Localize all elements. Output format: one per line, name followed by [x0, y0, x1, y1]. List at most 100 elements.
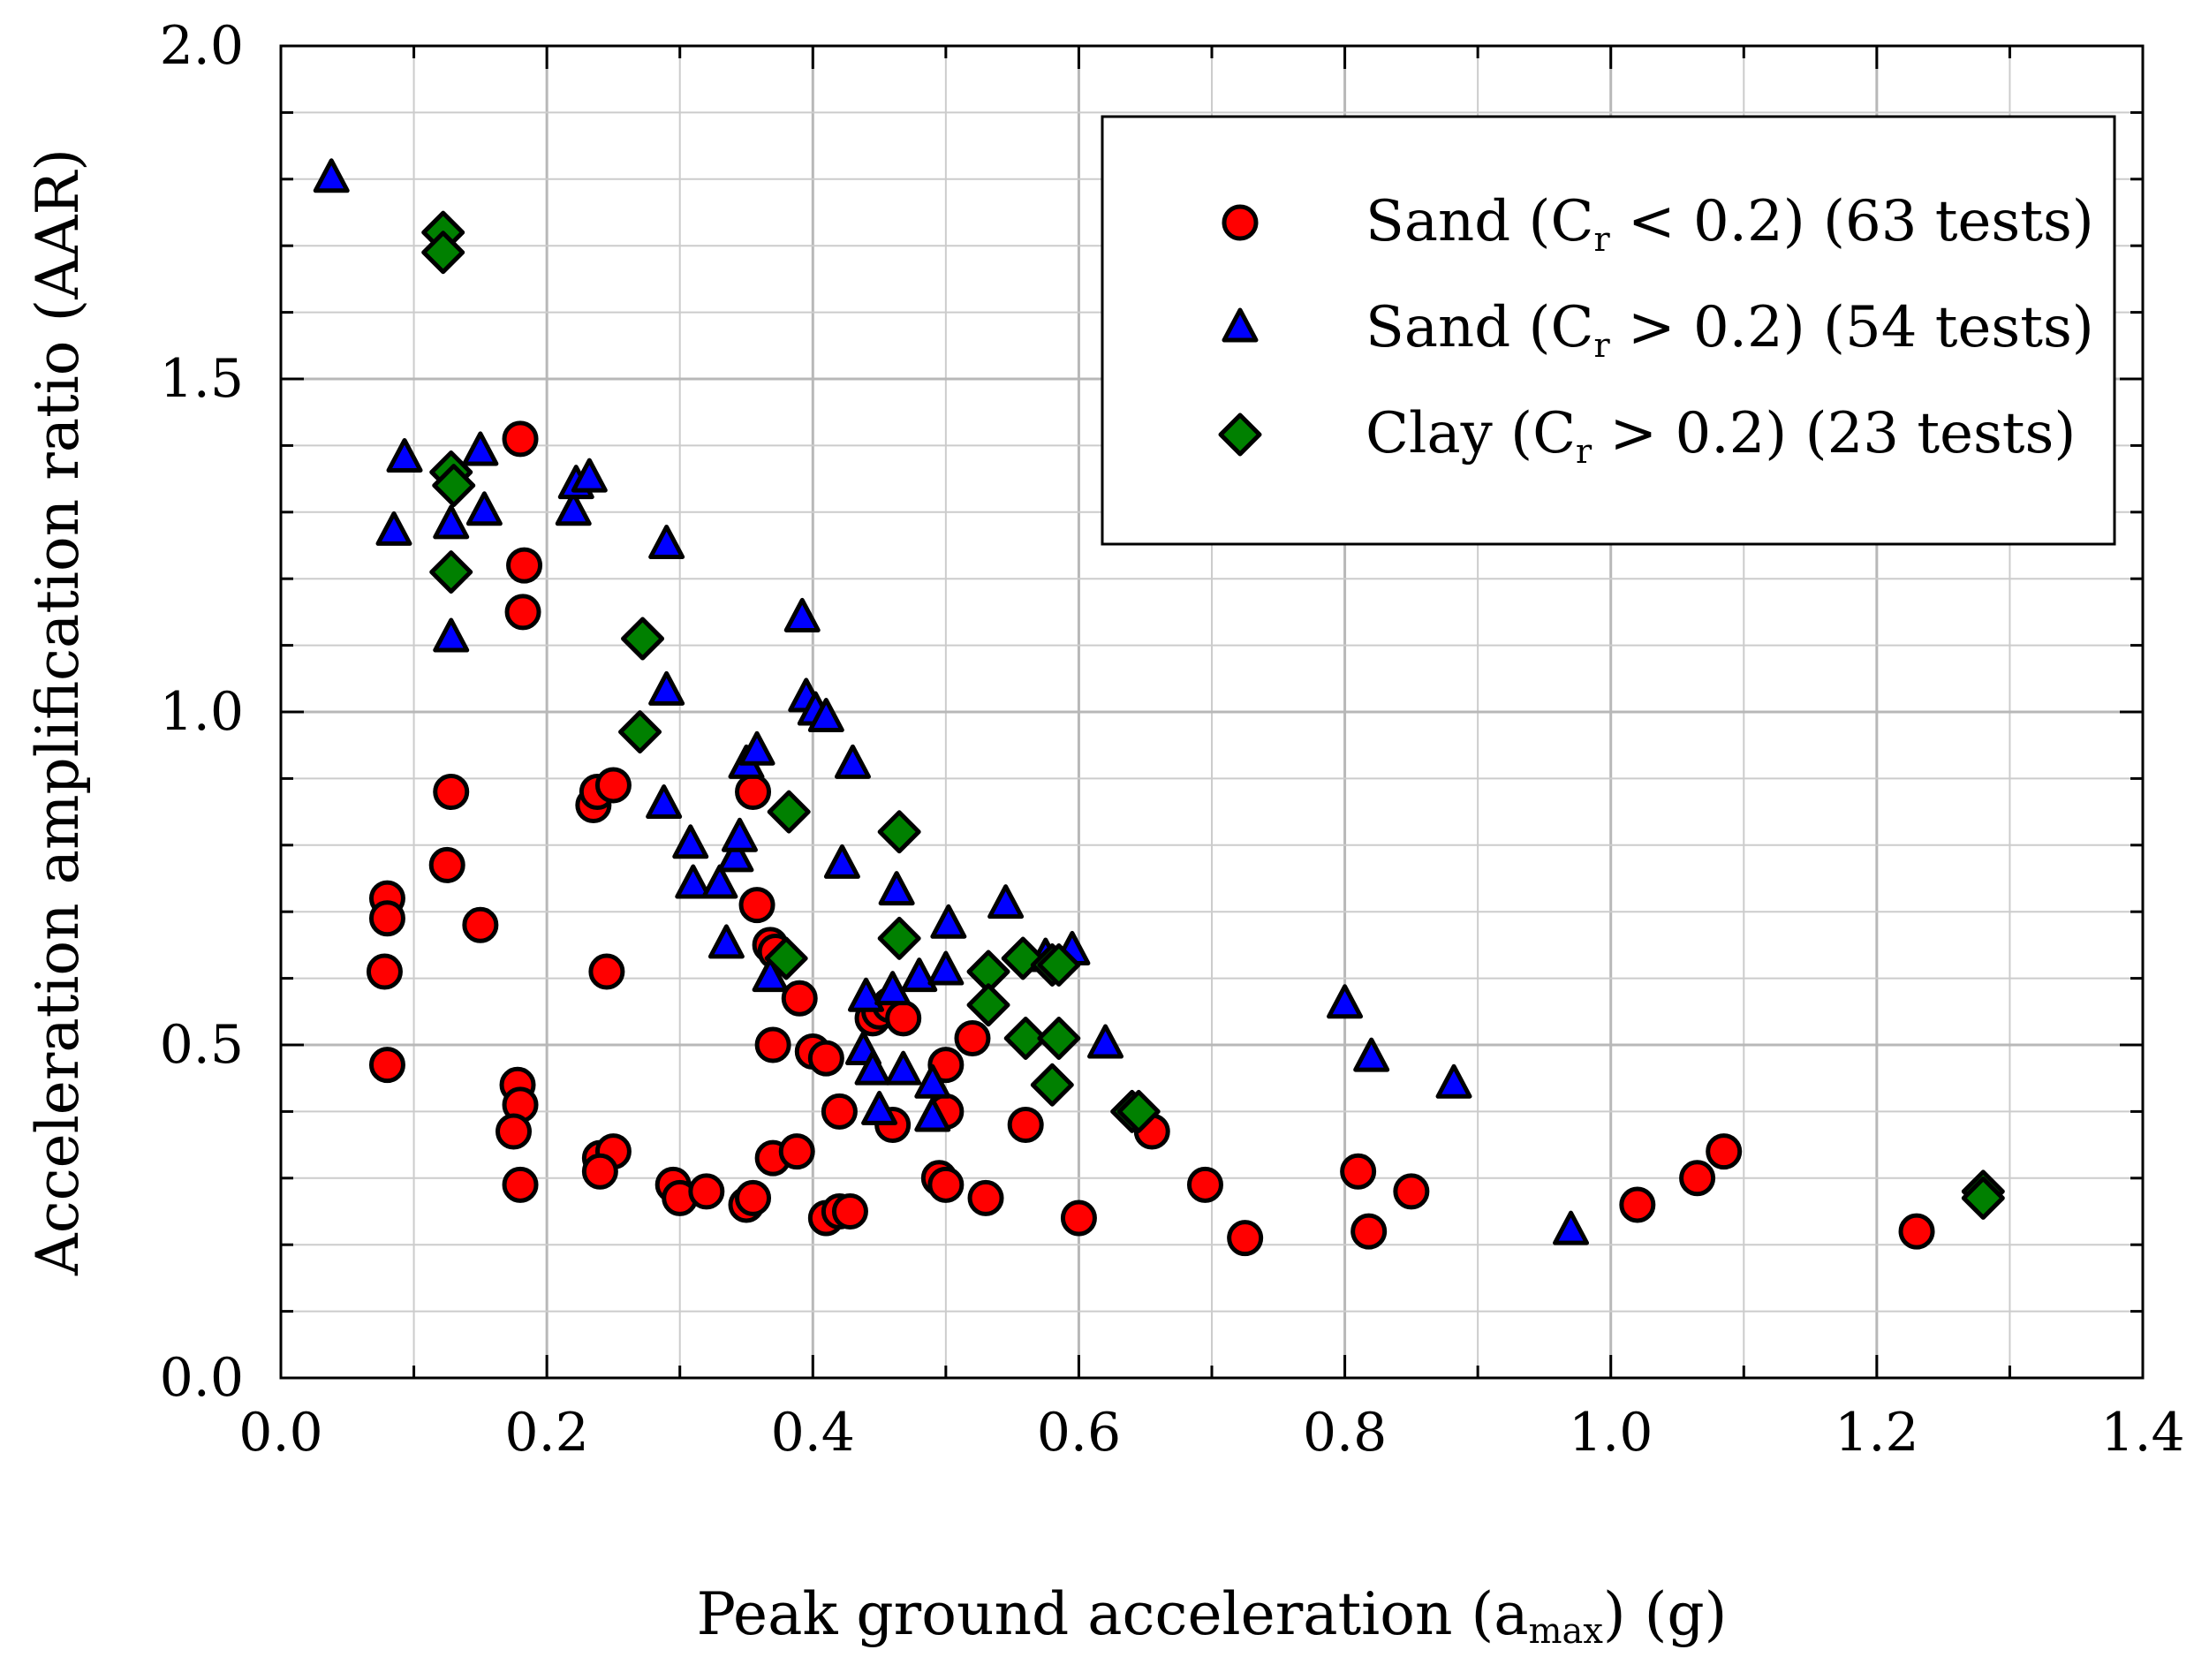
sand-high-cr-point: [462, 431, 499, 466]
clay-high-cr-point: [621, 617, 665, 661]
sand-high-cr-point: [555, 491, 592, 526]
sand-high-cr-point: [823, 844, 860, 879]
legend-marker: [1218, 412, 1262, 457]
x-tick-label: 0.8: [1303, 1402, 1387, 1464]
sand-low-cr-point: [831, 1193, 868, 1230]
sand-low-cr-point: [754, 1026, 791, 1063]
legend: Sand (Cr < 0.2) (63 tests) Sand (Cr > 0.2…: [1101, 115, 2116, 546]
sand-high-cr-point: [878, 871, 915, 906]
sand-high-cr-point: [930, 904, 967, 939]
sand-low-cr-point: [954, 1019, 991, 1056]
sand-high-cr-point: [672, 824, 709, 859]
clay-high-cr-point: [764, 936, 808, 980]
sand-high-cr-point: [646, 784, 683, 820]
sand-low-cr-point: [1007, 1106, 1044, 1143]
x-tick-label: 1.2: [1835, 1402, 1918, 1464]
sand-low-cr-point: [688, 1173, 725, 1210]
sand-low-cr-point: [428, 846, 465, 883]
x-tick-label: 1.4: [2100, 1402, 2184, 1464]
sand-low-cr-point: [506, 547, 543, 584]
sand-high-cr-point: [386, 437, 423, 473]
sand-low-cr-point: [927, 1166, 965, 1203]
sand-low-cr-point: [433, 773, 470, 810]
sand-high-cr-point: [987, 884, 1025, 919]
sand-high-cr-point: [1353, 1037, 1390, 1072]
x-axis-title: Peak ground acceleration (amax) (g): [697, 1580, 1728, 1652]
clay-high-cr-point: [1037, 943, 1081, 988]
sand-high-cr-point: [717, 837, 754, 873]
x-axis-title-main: Peak ground acceleration (a: [697, 1580, 1529, 1648]
x-tick-label: 1.0: [1569, 1402, 1653, 1464]
sand-low-cr-point: [462, 906, 499, 943]
clay-high-cr-point: [966, 983, 1010, 1027]
sand-high-cr-point: [433, 504, 470, 540]
sand-low-cr-point: [504, 594, 541, 631]
data-points: [313, 158, 2005, 1257]
clay-high-cr-point: [1037, 1016, 1081, 1060]
sand-high-cr-point: [807, 698, 844, 733]
y-axis-title: Acceleration amplification ratio (AAR): [24, 148, 92, 1276]
legend-entry-sand-high-cr: Sand (Cr > 0.2) (54 tests): [1222, 295, 2094, 365]
series-1: [366, 420, 1935, 1257]
legend-entry-clay-high-cr: Clay (Cr > 0.2) (23 tests): [1218, 401, 2076, 471]
clay-high-cr-point: [767, 790, 811, 834]
sand-high-cr-point: [648, 670, 685, 706]
sand-low-cr-point: [735, 1179, 772, 1216]
sand-low-cr-point: [502, 420, 539, 458]
clay-high-cr-point: [877, 810, 921, 854]
legend-marker: [1222, 307, 1259, 343]
legend-label: Sand (Cr > 0.2) (54 tests): [1366, 295, 2094, 365]
sand-low-cr-point: [594, 767, 632, 804]
x-axis-title-subscript: max: [1529, 1611, 1604, 1652]
y-tick-label: 2.0: [160, 15, 244, 77]
y-tick-label: 1.0: [160, 681, 244, 743]
sand-high-cr-point: [648, 525, 685, 559]
sand-high-cr-point: [738, 730, 775, 766]
sand-high-cr-point: [465, 491, 503, 526]
clay-high-cr-point: [877, 916, 921, 960]
sand-low-cr-point: [735, 773, 772, 810]
sand-low-cr-point: [366, 953, 403, 990]
series-3: [421, 210, 2005, 1220]
sand-high-cr-point: [752, 957, 789, 993]
sand-high-cr-point: [914, 1063, 951, 1099]
sand-low-cr-point: [738, 887, 775, 924]
sand-high-cr-point: [1327, 984, 1364, 1019]
sand-low-cr-point: [502, 1166, 539, 1203]
sand-low-cr-point: [1393, 1173, 1430, 1210]
sand-low-cr-point: [885, 1000, 922, 1037]
sand-low-cr-point: [581, 1153, 618, 1190]
sand-low-cr-point: [1898, 1213, 1935, 1250]
sand-high-cr-point: [783, 597, 821, 632]
sand-low-cr-point: [778, 1133, 815, 1170]
sand-high-cr-point: [721, 817, 758, 852]
sand-high-cr-point: [571, 458, 608, 493]
clay-high-cr-point: [432, 464, 476, 508]
x-tick-label: 0.2: [504, 1402, 588, 1464]
sand-high-cr-point: [1435, 1063, 1472, 1099]
sand-low-cr-point: [1186, 1166, 1223, 1203]
legend-box: [1101, 115, 2116, 546]
x-tick-label: 0.0: [238, 1402, 322, 1464]
sand-low-cr-point: [1350, 1213, 1388, 1250]
sand-high-cr-point: [901, 957, 938, 993]
legend-entry-sand-low-cr: Sand (Cr < 0.2) (63 tests): [1222, 189, 2094, 259]
sand-high-cr-point: [1553, 1210, 1590, 1245]
tick-labels: 0.0 0.2 0.4 0.6 0.8 1.0 1.2 1.4 0.0 0.5 1.0 1.5 2.0: [160, 15, 2185, 1464]
sand-low-cr-point: [368, 1047, 405, 1084]
sand-low-cr-point: [821, 1093, 858, 1130]
clay-high-cr-point: [1030, 1063, 1074, 1107]
clay-high-cr-point: [1003, 1016, 1048, 1060]
sand-high-cr-point: [834, 744, 871, 779]
x-tick-label: 0.4: [771, 1402, 855, 1464]
sand-low-cr-point: [781, 980, 818, 1017]
sand-low-cr-point: [1060, 1199, 1097, 1237]
sand-high-cr-point: [313, 158, 350, 193]
x-tick-label: 0.6: [1037, 1402, 1121, 1464]
clay-high-cr-point: [429, 550, 473, 594]
clay-high-cr-point: [618, 710, 662, 754]
sand-low-cr-point: [967, 1179, 1004, 1216]
y-tick-label: 1.5: [160, 348, 244, 410]
clay-high-cr-point: [1116, 1089, 1161, 1133]
